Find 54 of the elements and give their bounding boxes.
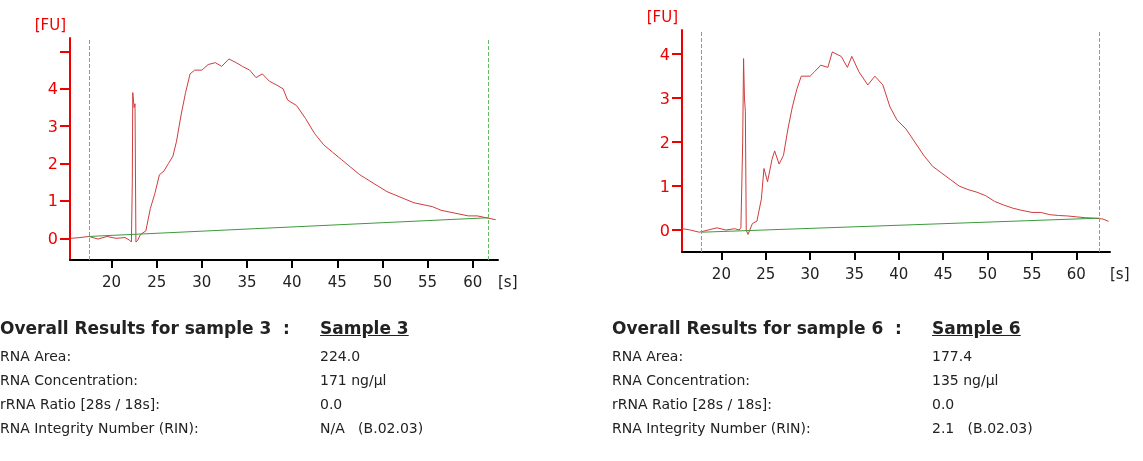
x-tick-label: 25 xyxy=(756,264,776,283)
text: N/A (B.02.03) xyxy=(320,420,424,436)
text: RNA Integrity Number (RIN): xyxy=(0,420,199,436)
text: 177.4 xyxy=(932,348,973,364)
line-series xyxy=(70,58,496,243)
y-tick-label: 1 xyxy=(659,176,670,196)
x-tick-label: 20 xyxy=(711,264,731,283)
y-tick-label: 3 xyxy=(659,88,670,108)
x-tick-label: 60 xyxy=(1066,264,1086,283)
y-tick-label: 3 xyxy=(47,116,58,136)
x-tick-label: 60 xyxy=(463,272,483,291)
y-tick-label: 4 xyxy=(659,44,670,64)
y-tick-label: 1 xyxy=(47,191,58,211)
x-tick-label: 50 xyxy=(372,272,392,291)
line-series xyxy=(681,51,1109,235)
text: rRNA Ratio [28s / 18s]: xyxy=(0,396,160,412)
text: 0.0 xyxy=(932,396,955,412)
y-tick-label: 2 xyxy=(47,154,58,174)
x-tick-label: 35 xyxy=(237,272,257,291)
text: 171 ng/µl xyxy=(320,372,387,388)
x-tick-label: 20 xyxy=(101,272,122,291)
x-tick-label: 40 xyxy=(282,272,302,291)
x-tick-label: 30 xyxy=(192,272,212,291)
text: Sample 6 xyxy=(932,318,1021,338)
text: 2.1 (B.02.03) xyxy=(932,420,1033,436)
x-axis-title: [s] xyxy=(498,272,518,291)
y-axis-title: [FU] xyxy=(34,15,66,34)
y-axis-title: [FU] xyxy=(646,7,678,26)
text: RNA Integrity Number (RIN): xyxy=(612,420,811,436)
text: rRNA Ratio [28s / 18s]: xyxy=(612,396,772,412)
x-tick-label: 55 xyxy=(1022,264,1042,283)
text: RNA Area: xyxy=(0,348,72,364)
x-tick-label: 50 xyxy=(978,264,998,283)
text: 135 ng/µl xyxy=(932,372,999,388)
x-tick-label: 35 xyxy=(844,264,865,283)
y-tick-label: 4 xyxy=(47,79,58,99)
x-tick-label: 25 xyxy=(147,272,167,291)
x-tick-label: 40 xyxy=(889,264,909,283)
y-tick-label: 0 xyxy=(47,228,58,248)
text: RNA Area: xyxy=(612,348,684,364)
x-tick-label: 55 xyxy=(418,272,438,291)
text: RNA Concentration: xyxy=(612,372,750,388)
text: Overall Results for sample 6 : xyxy=(612,318,902,338)
text: Overall Results for sample 3 : xyxy=(0,318,290,338)
x-tick-label: 45 xyxy=(327,272,347,291)
text: Sample 3 xyxy=(320,318,409,338)
x-axis-title: [s] xyxy=(1110,264,1130,283)
x-tick-label: 30 xyxy=(800,264,820,283)
text: 224.0 xyxy=(320,348,361,364)
text: RNA Concentration: xyxy=(0,372,138,388)
y-tick-label: 0 xyxy=(659,220,670,240)
y-tick-label: 2 xyxy=(659,132,670,152)
x-tick-label: 45 xyxy=(933,264,953,283)
text: 0.0 xyxy=(320,396,343,412)
